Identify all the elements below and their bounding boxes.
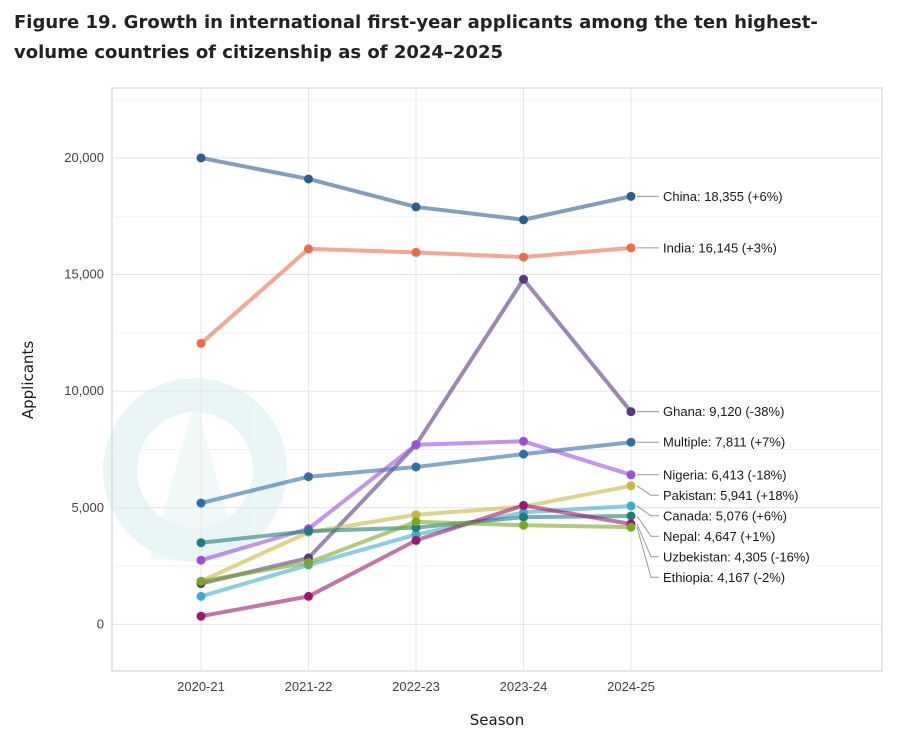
data-point-china [626, 191, 636, 201]
data-point-china [411, 202, 421, 212]
data-point-nigeria [411, 440, 421, 450]
x-tick-label: 2023-24 [500, 679, 548, 694]
data-point-ethiopia [196, 576, 206, 586]
data-point-multiple [411, 462, 421, 472]
end-label-canada: Canada: 5,076 (+6%) [663, 508, 787, 523]
end-label-pakistan: Pakistan: 5,941 (+18%) [663, 488, 799, 503]
data-point-ethiopia [626, 522, 636, 532]
data-point-nigeria [519, 436, 528, 446]
end-label-uzbekistan: Uzbekistan: 4,305 (-16%) [663, 549, 810, 564]
end-label-nigeria: Nigeria: 6,413 (-18%) [663, 467, 787, 482]
data-point-multiple [626, 437, 636, 447]
data-point-uzbekistan [411, 535, 421, 545]
x-axis: 2020-21 2021-22 2022-23 2023-24 2024-25 [177, 679, 655, 694]
end-label-india: India: 16,145 (+3%) [663, 240, 777, 255]
data-point-nepal [196, 538, 206, 548]
y-tick-label: 10,000 [64, 383, 104, 398]
data-point-multiple [519, 449, 528, 459]
leader-line-pakistan [636, 485, 659, 496]
data-point-nigeria [196, 555, 206, 565]
data-point-uzbekistan [519, 500, 528, 510]
gridlines [112, 88, 882, 671]
data-point-multiple [304, 472, 313, 482]
x-tick-label: 2024-25 [607, 679, 655, 694]
data-point-india [304, 244, 313, 254]
data-point-canada [626, 501, 636, 511]
end-label-multiple: Multiple: 7,811 (+7%) [663, 435, 785, 450]
data-point-china [304, 174, 313, 184]
data-point-nigeria [626, 470, 636, 480]
data-point-china [519, 215, 528, 225]
data-point-pakistan [411, 510, 421, 520]
y-tick-label: 5,000 [71, 500, 104, 515]
data-point-china [196, 153, 206, 163]
data-point-multiple [196, 498, 206, 508]
leader-line-uzbekistan [636, 523, 659, 558]
data-point-canada [196, 591, 206, 601]
leader-line-nepal [636, 515, 659, 537]
y-tick-label: 20,000 [64, 150, 104, 165]
data-point-india [411, 247, 421, 257]
x-tick-label: 2020-21 [177, 679, 225, 694]
data-point-india [626, 243, 636, 253]
data-point-pakistan [626, 481, 636, 491]
data-point-uzbekistan [304, 591, 313, 601]
data-point-india [196, 338, 206, 348]
end-label-ethiopia: Ethiopia: 4,167 (-2%) [663, 570, 785, 585]
end-label-ghana: Ghana: 9,120 (-38%) [663, 404, 784, 419]
data-point-india [519, 252, 528, 262]
data-point-ethiopia [519, 520, 528, 530]
y-axis: 0 5,000 10,000 15,000 20,000 [64, 150, 104, 631]
x-tick-label: 2021-22 [285, 679, 333, 694]
data-point-nepal [519, 512, 528, 522]
data-point-uzbekistan [196, 611, 206, 621]
figure-title: Figure 19. Growth in international first… [14, 12, 818, 63]
leader-line-canada [636, 505, 659, 517]
plot-panel [111, 87, 883, 672]
end-label-china: China: 18,355 (+6%) [663, 189, 783, 204]
data-point-nepal [626, 511, 636, 521]
data-point-ghana [626, 407, 636, 417]
y-axis-title: Applicants [19, 341, 37, 419]
data-point-ethiopia [411, 517, 421, 527]
y-tick-label: 15,000 [64, 267, 104, 282]
y-tick-label: 0 [97, 616, 104, 631]
end-labels: China: 18,355 (+6%) India: 16,145 (+3%) Gh… [636, 189, 810, 585]
data-point-ghana [519, 274, 528, 284]
leader-line-ethiopia [636, 527, 659, 578]
x-axis-title: Season [470, 711, 524, 729]
data-point-nepal [304, 526, 313, 536]
end-label-nepal: Nepal: 4,647 (+1%) [663, 529, 775, 544]
series-points [196, 153, 636, 621]
data-point-ethiopia [304, 558, 313, 568]
x-tick-label: 2022-23 [392, 679, 440, 694]
